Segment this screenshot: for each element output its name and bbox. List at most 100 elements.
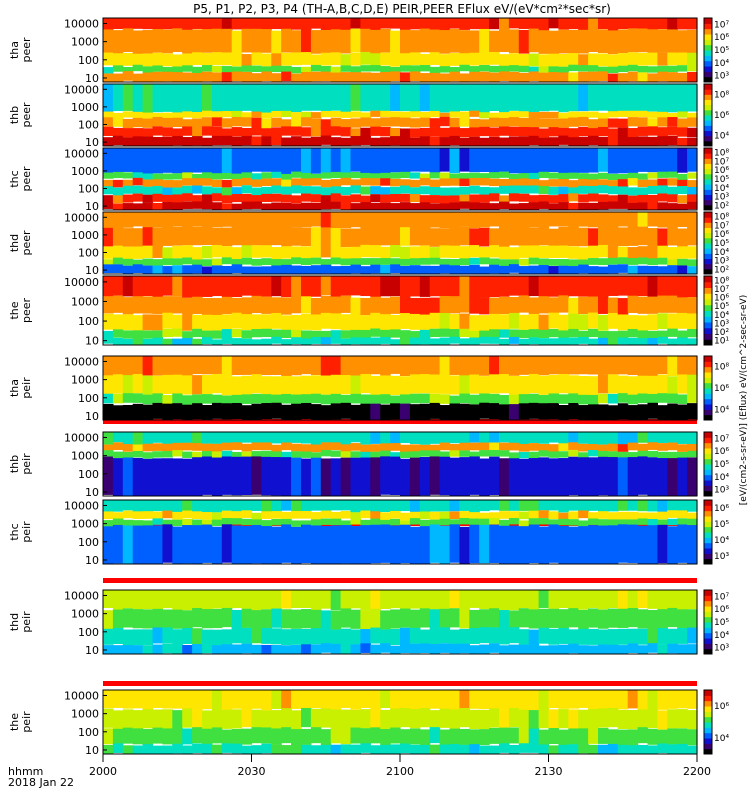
spectrogram-cell bbox=[558, 627, 569, 644]
spectrogram-cell bbox=[310, 202, 322, 210]
spectrogram-cell bbox=[598, 172, 609, 179]
spectrogram-cell bbox=[588, 709, 599, 729]
spectrogram-cell bbox=[162, 374, 173, 395]
spectrogram-cell bbox=[271, 608, 282, 628]
spectrogram-cell bbox=[429, 338, 441, 345]
spectrogram-cell bbox=[667, 212, 678, 227]
spectrogram-cell bbox=[380, 432, 391, 444]
spectrogram-cell bbox=[301, 28, 312, 53]
spectrogram-cell bbox=[588, 394, 599, 405]
spectrogram-cell bbox=[172, 519, 183, 527]
spectrogram-cell bbox=[598, 644, 609, 654]
spectrogram-cell bbox=[301, 84, 312, 111]
spectrogram-cell bbox=[370, 356, 381, 375]
spectrogram-cell bbox=[162, 519, 173, 527]
spectrogram-cell bbox=[459, 226, 470, 246]
spectrogram-cell bbox=[231, 136, 243, 146]
spectrogram-cell bbox=[489, 65, 500, 73]
spectrogram-cell bbox=[301, 246, 312, 259]
spectrogram-cell bbox=[281, 442, 292, 451]
spectrogram-cell bbox=[380, 258, 391, 265]
spectrogram-cell bbox=[162, 458, 173, 496]
spectrogram-cell bbox=[578, 65, 589, 72]
panel-frame bbox=[102, 17, 698, 83]
spectrogram-cell bbox=[310, 136, 322, 146]
spectrogram-cell bbox=[103, 356, 114, 377]
spectrogram-cell bbox=[112, 212, 124, 229]
spectrogram-cell bbox=[330, 442, 342, 451]
spectrogram-cell bbox=[390, 339, 401, 345]
spectrogram-cell bbox=[419, 177, 431, 186]
spectrogram-cell bbox=[320, 245, 332, 258]
spectrogram-cell bbox=[132, 525, 144, 564]
spectrogram-cell bbox=[409, 148, 421, 172]
spectrogram-cell bbox=[409, 203, 421, 210]
spectrogram-cell bbox=[657, 193, 668, 202]
spectrogram-cell bbox=[657, 71, 668, 82]
spectrogram-cell bbox=[499, 500, 510, 511]
panel-frame bbox=[102, 275, 698, 346]
spectrogram-cell bbox=[271, 329, 282, 338]
spectrogram-cell bbox=[449, 53, 460, 66]
spectrogram-cell bbox=[400, 65, 411, 72]
spectrogram-cell bbox=[449, 195, 460, 204]
spectrogram-cell bbox=[588, 328, 599, 338]
spectrogram-cell bbox=[221, 227, 233, 247]
colorbar-swatch bbox=[704, 638, 712, 644]
spectrogram-cell bbox=[578, 645, 589, 654]
spectrogram-cell bbox=[667, 728, 678, 745]
spectrogram-cell bbox=[370, 511, 381, 519]
spectrogram-cell bbox=[419, 257, 431, 265]
spectrogram-cell bbox=[687, 729, 698, 746]
spectrogram-cell bbox=[192, 511, 203, 520]
spectrogram-cell bbox=[370, 137, 381, 146]
spectrogram-cell bbox=[241, 193, 253, 202]
spectrogram-cell bbox=[627, 511, 639, 520]
spectrogram-cell bbox=[152, 18, 163, 31]
spectrogram-cell bbox=[677, 265, 688, 274]
y-tick-label: 10000 bbox=[64, 147, 99, 160]
spectrogram-cell bbox=[518, 590, 530, 609]
spectrogram-cell bbox=[617, 73, 629, 82]
spectrogram-cell bbox=[281, 65, 292, 73]
spectrogram-cell bbox=[499, 265, 510, 274]
spectrogram-cell bbox=[360, 276, 371, 297]
spectrogram-cell bbox=[350, 375, 361, 395]
spectrogram-cell bbox=[548, 195, 559, 204]
spectrogram-cell bbox=[607, 54, 619, 68]
spectrogram-cell bbox=[192, 356, 203, 375]
spectrogram-cell bbox=[360, 28, 371, 53]
colorbar-swatch bbox=[704, 706, 712, 712]
spectrogram-cell bbox=[538, 194, 550, 203]
spectrogram-cell bbox=[627, 137, 639, 146]
spectrogram-cell bbox=[479, 28, 490, 53]
spectrogram-cell bbox=[291, 645, 302, 654]
spectrogram-cell bbox=[459, 186, 470, 195]
spectrogram-cell bbox=[548, 608, 559, 628]
spectrogram-cell bbox=[251, 590, 262, 611]
spectrogram-cell bbox=[310, 500, 322, 511]
spectrogram-cell bbox=[429, 609, 441, 629]
panel-ylabel-text: peer bbox=[20, 298, 33, 324]
colorbar-swatch bbox=[704, 558, 712, 565]
spectrogram-cell bbox=[132, 117, 144, 128]
spectrogram-cell bbox=[291, 178, 302, 186]
spectrogram-cell bbox=[508, 276, 520, 296]
spectrogram-cell bbox=[301, 314, 312, 330]
spectrogram-cell bbox=[231, 518, 243, 525]
colorbar-swatch bbox=[704, 179, 712, 185]
spectrogram-cell bbox=[409, 265, 421, 274]
spectrogram-cell bbox=[211, 135, 223, 146]
spectrogram-cell bbox=[409, 451, 421, 458]
spectrogram-cell bbox=[469, 185, 480, 194]
spectrogram-cell bbox=[340, 330, 352, 339]
spectrogram-cell bbox=[469, 276, 480, 298]
spectrogram-cell bbox=[291, 30, 302, 54]
spectrogram-cell bbox=[518, 511, 530, 520]
spectrogram-cell bbox=[508, 590, 520, 611]
spectrogram-cell bbox=[301, 296, 312, 314]
spectrogram-cell bbox=[350, 148, 361, 172]
spectrogram-cell bbox=[677, 148, 688, 173]
